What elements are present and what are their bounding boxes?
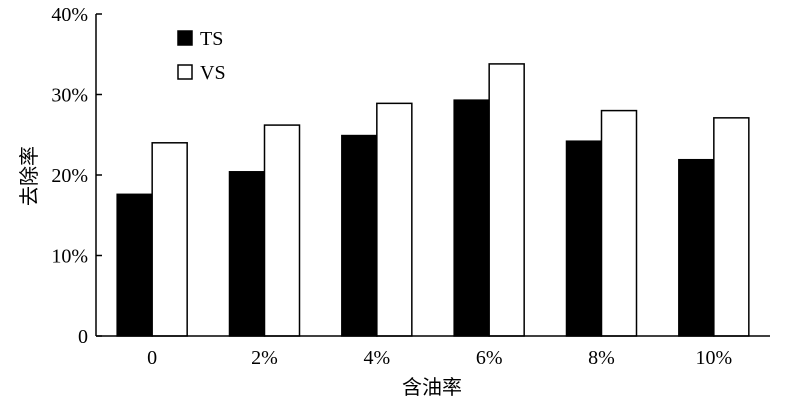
- legend-label-ts: TS: [200, 28, 223, 50]
- y-tick-label: 10%: [51, 246, 88, 268]
- bar-vs: [600, 109, 638, 337]
- bar-ts: [116, 193, 153, 337]
- x-tick-label: 0: [147, 347, 157, 369]
- x-tick-label: 4%: [363, 347, 390, 369]
- bar-ts: [453, 99, 490, 337]
- y-tick-label: 40%: [51, 4, 88, 26]
- x-tick-label: 6%: [476, 347, 503, 369]
- bar-vs: [263, 124, 301, 337]
- legend-swatch-vs: [177, 64, 193, 80]
- legend-label-vs: VS: [200, 62, 226, 84]
- y-tick-label: 30%: [51, 85, 88, 107]
- legend-swatch-ts: [177, 30, 193, 46]
- bar-vs: [376, 102, 413, 337]
- x-tick-label: 8%: [588, 347, 615, 369]
- bar-vs: [488, 63, 525, 337]
- y-axis-title: 去除率: [18, 146, 41, 206]
- axes-group: 0 10% 20% 30% 40% 0 2% 4% 6% 8% 10%: [51, 4, 770, 369]
- x-tick-label: 2%: [251, 347, 278, 369]
- bar-vs: [713, 117, 750, 337]
- bar-ts: [565, 140, 603, 337]
- y-tick-label: 0: [78, 326, 88, 348]
- bar-ts: [341, 134, 378, 337]
- x-tick-label: 10%: [695, 347, 732, 369]
- bars-group: [116, 63, 750, 337]
- x-axis-title: 含油率: [402, 376, 462, 399]
- bar-ts: [228, 171, 266, 337]
- y-tick-label: 20%: [51, 165, 88, 187]
- bar-vs: [151, 142, 188, 337]
- legend: TS VS: [177, 28, 226, 84]
- bar-ts: [678, 158, 715, 337]
